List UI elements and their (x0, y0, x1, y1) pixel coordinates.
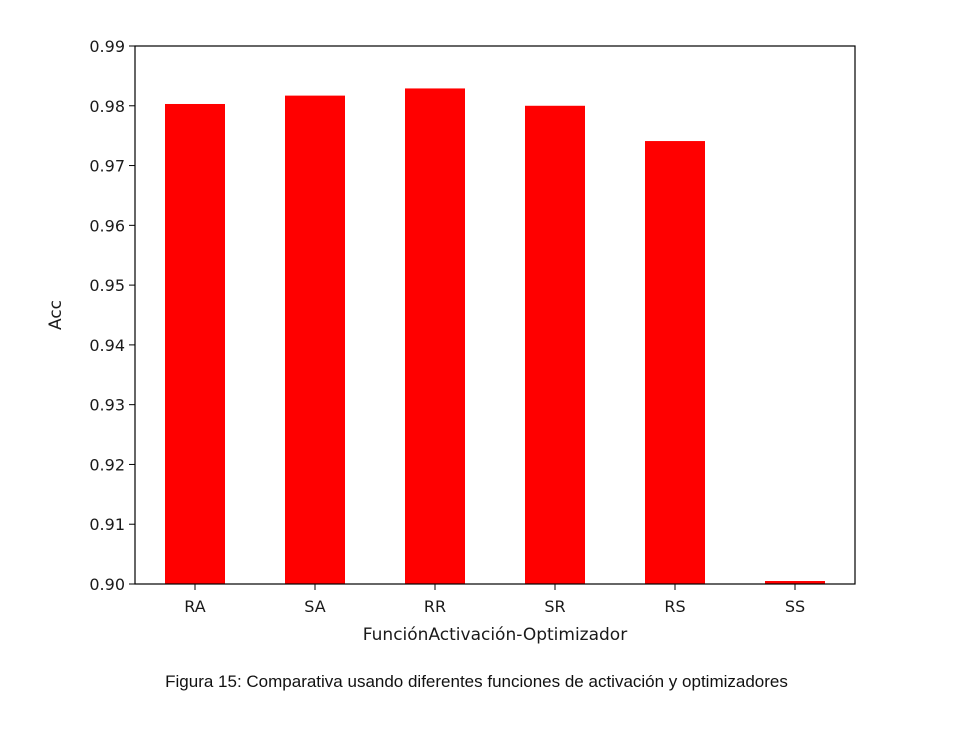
x-tick-label: SR (544, 597, 565, 616)
x-tick-label: SA (304, 597, 325, 616)
bar-sr (525, 105, 585, 585)
bar-chart: 0.90 0.91 0.92 0.93 0.94 0.95 0.96 0.97 0.98 0.99… (46, 37, 856, 645)
bar-ra (165, 103, 225, 585)
x-tick-label: RS (664, 597, 685, 616)
bars-group (165, 88, 825, 585)
x-axis-ticks: RA SA RR SR RS SS (184, 584, 805, 616)
x-tick-label: RR (424, 597, 446, 616)
y-axis-label: Acc (46, 300, 66, 330)
bar-rs (645, 141, 705, 584)
y-tick-label: 0.97 (89, 157, 125, 176)
y-tick-label: 0.93 (89, 396, 125, 415)
x-tick-label: RA (184, 597, 205, 616)
y-tick-label: 0.92 (89, 455, 125, 474)
y-tick-label: 0.96 (89, 216, 125, 235)
bar-sa (285, 95, 345, 585)
y-tick-label: 0.98 (89, 97, 125, 116)
y-axis-ticks: 0.90 0.91 0.92 0.93 0.94 0.95 0.96 0.97 0.98 0.99 (89, 37, 135, 594)
bar-rr (405, 88, 465, 584)
figure-caption: Figura 15: Comparativa usando diferentes… (165, 672, 788, 691)
y-tick-label: 0.91 (89, 515, 125, 534)
x-axis-label: FunciónActivación-Optimizador (363, 625, 627, 645)
y-tick-label: 0.95 (89, 276, 125, 295)
y-tick-label: 0.94 (89, 336, 125, 355)
bar-ss (765, 581, 825, 584)
plot-frame (134, 45, 856, 585)
x-tick-label: SS (785, 597, 805, 616)
y-tick-label: 0.90 (89, 575, 125, 594)
y-tick-label: 0.99 (89, 37, 125, 56)
